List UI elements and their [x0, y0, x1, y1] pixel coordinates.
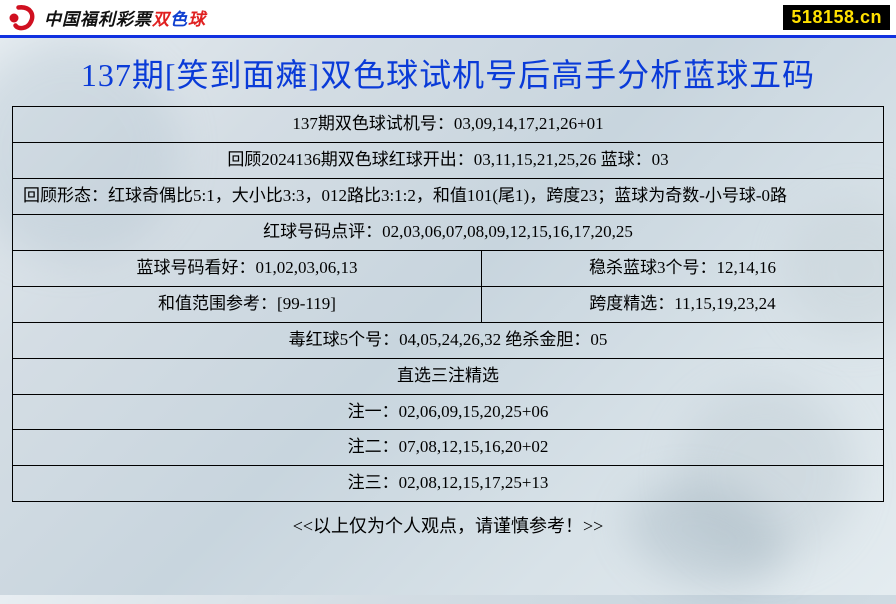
table-cell: 跨度精选：11,15,19,23,24	[481, 286, 883, 322]
brand-text-red2: 球	[188, 10, 206, 29]
table-cell: 注二：07,08,12,15,16,20+02	[13, 430, 884, 466]
table-cell: 蓝球号码看好：01,02,03,06,13	[13, 250, 482, 286]
table-row: 注一：02,06,09,15,20,25+06	[13, 394, 884, 430]
table-cell: 毒红球5个号：04,05,24,26,32 绝杀金胆：05	[13, 322, 884, 358]
table-row: 毒红球5个号：04,05,24,26,32 绝杀金胆：05	[13, 322, 884, 358]
table-row: 红球号码点评：02,03,06,07,08,09,12,15,16,17,20,…	[13, 214, 884, 250]
brand-text: 中国福利彩票双色球	[44, 5, 206, 30]
table-cell: 注一：02,06,09,15,20,25+06	[13, 394, 884, 430]
table-cell: 注三：02,08,12,15,17,25+13	[13, 466, 884, 502]
brand-text-blue: 色	[170, 10, 188, 29]
table-row: 蓝球号码看好：01,02,03,06,13稳杀蓝球3个号：12,14,16	[13, 250, 884, 286]
table-row: 直选三注精选	[13, 358, 884, 394]
table-cell: 和值范围参考：[99-119]	[13, 286, 482, 322]
table-row: 和值范围参考：[99-119]跨度精选：11,15,19,23,24	[13, 286, 884, 322]
table-row: 回顾形态：红球奇偶比5:1，大小比3:3，012路比3:1:2，和值101(尾1…	[13, 178, 884, 214]
top-bar: 中国福利彩票双色球 518158.cn	[0, 0, 896, 38]
table-cell: 回顾形态：红球奇偶比5:1，大小比3:3，012路比3:1:2，和值101(尾1…	[13, 178, 884, 214]
page-title: 137期[笑到面瘫]双色球试机号后高手分析蓝球五码	[0, 38, 896, 106]
brand-logo: 中国福利彩票双色球	[8, 3, 206, 33]
table-row: 回顾2024136期双色球红球开出：03,11,15,21,25,26 蓝球：0…	[13, 142, 884, 178]
lottery-logo-icon	[8, 3, 38, 33]
table-row: 注三：02,08,12,15,17,25+13	[13, 466, 884, 502]
table-cell: 稳杀蓝球3个号：12,14,16	[481, 250, 883, 286]
table-row: 137期双色球试机号：03,09,14,17,21,26+01	[13, 107, 884, 143]
table-cell: 137期双色球试机号：03,09,14,17,21,26+01	[13, 107, 884, 143]
site-tag: 518158.cn	[783, 5, 890, 30]
brand-text-black: 中国福利彩票	[44, 10, 152, 29]
footnote: <<以上仅为个人观点，请谨慎参考！>>	[0, 502, 896, 538]
table-cell: 直选三注精选	[13, 358, 884, 394]
table-cell: 红球号码点评：02,03,06,07,08,09,12,15,16,17,20,…	[13, 214, 884, 250]
analysis-table: 137期双色球试机号：03,09,14,17,21,26+01回顾2024136…	[12, 106, 884, 502]
table-row: 注二：07,08,12,15,16,20+02	[13, 430, 884, 466]
brand-text-red1: 双	[152, 10, 170, 29]
table-cell: 回顾2024136期双色球红球开出：03,11,15,21,25,26 蓝球：0…	[13, 142, 884, 178]
